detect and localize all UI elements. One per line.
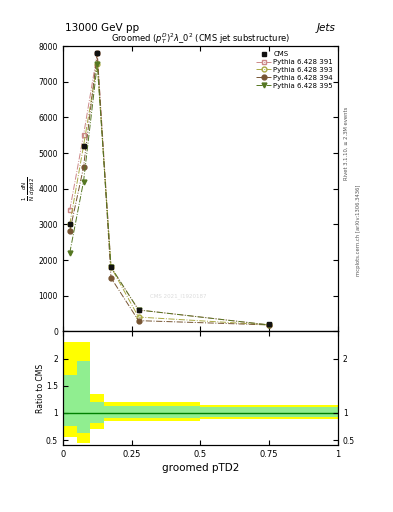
Pythia 6.428 391 <box>267 322 272 328</box>
Pythia 6.428 395 <box>68 250 72 256</box>
Pythia 6.428 394 <box>108 275 114 281</box>
Pythia 6.428 393 <box>108 264 114 270</box>
Pythia 6.428 395 <box>136 307 141 313</box>
CMS <box>136 307 141 313</box>
Pythia 6.428 394 <box>81 164 86 170</box>
Text: Rivet 3.1.10, ≥ 2.3M events: Rivet 3.1.10, ≥ 2.3M events <box>344 106 349 180</box>
Line: Pythia 6.428 394: Pythia 6.428 394 <box>67 51 272 327</box>
CMS <box>95 50 100 56</box>
Pythia 6.428 394 <box>95 50 100 56</box>
Pythia 6.428 395 <box>267 322 272 328</box>
Pythia 6.428 393 <box>136 314 141 320</box>
Legend: CMS, Pythia 6.428 391, Pythia 6.428 393, Pythia 6.428 394, Pythia 6.428 395: CMS, Pythia 6.428 391, Pythia 6.428 393,… <box>255 50 334 90</box>
Pythia 6.428 394 <box>267 322 272 328</box>
Pythia 6.428 391 <box>136 307 141 313</box>
Y-axis label: $\frac{1}{\mathrm{N}}\,\frac{d\mathrm{N}}{d\,\mathrm{ptd2}}$: $\frac{1}{\mathrm{N}}\,\frac{d\mathrm{N}… <box>20 176 37 201</box>
Pythia 6.428 393 <box>95 61 100 67</box>
Pythia 6.428 393 <box>68 221 72 227</box>
Pythia 6.428 393 <box>267 322 272 328</box>
CMS <box>68 221 72 227</box>
Line: CMS: CMS <box>67 51 272 327</box>
Pythia 6.428 391 <box>108 264 114 270</box>
Text: mcplots.cern.ch [arXiv:1306.3436]: mcplots.cern.ch [arXiv:1306.3436] <box>356 185 361 276</box>
Text: Jets: Jets <box>317 23 336 33</box>
Line: Pythia 6.428 393: Pythia 6.428 393 <box>67 61 272 327</box>
CMS <box>81 143 86 149</box>
Text: 13000 GeV pp: 13000 GeV pp <box>65 23 139 33</box>
Pythia 6.428 393 <box>81 143 86 149</box>
Pythia 6.428 395 <box>95 61 100 67</box>
Pythia 6.428 394 <box>68 228 72 234</box>
Line: Pythia 6.428 395: Pythia 6.428 395 <box>67 61 272 327</box>
Y-axis label: Ratio to CMS: Ratio to CMS <box>35 364 44 413</box>
CMS <box>108 264 114 270</box>
Title: Groomed $(p_T^D)^2\lambda\_0^2$ (CMS jet substructure): Groomed $(p_T^D)^2\lambda\_0^2$ (CMS jet… <box>111 31 290 46</box>
X-axis label: groomed pTD2: groomed pTD2 <box>162 463 239 474</box>
Pythia 6.428 395 <box>81 179 86 185</box>
Pythia 6.428 391 <box>81 132 86 138</box>
Pythia 6.428 391 <box>68 207 72 213</box>
Text: CMS 2021_I1920187: CMS 2021_I1920187 <box>150 293 207 299</box>
CMS <box>267 321 272 327</box>
Line: Pythia 6.428 391: Pythia 6.428 391 <box>67 51 272 327</box>
Pythia 6.428 394 <box>136 317 141 324</box>
Pythia 6.428 391 <box>95 50 100 56</box>
Pythia 6.428 395 <box>108 264 114 270</box>
